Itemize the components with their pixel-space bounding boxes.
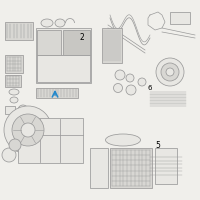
Circle shape xyxy=(138,78,146,86)
Bar xyxy=(37,30,61,55)
Bar xyxy=(110,148,152,188)
Ellipse shape xyxy=(41,19,53,27)
Circle shape xyxy=(166,68,174,76)
Bar xyxy=(5,75,21,87)
Circle shape xyxy=(126,74,134,82)
Circle shape xyxy=(156,58,184,86)
Circle shape xyxy=(2,148,16,162)
Bar xyxy=(155,148,177,184)
Ellipse shape xyxy=(106,134,140,146)
Text: 5: 5 xyxy=(156,140,160,150)
Circle shape xyxy=(4,106,52,154)
Circle shape xyxy=(161,63,179,81)
Text: 6: 6 xyxy=(148,85,152,91)
Bar xyxy=(36,28,91,83)
Ellipse shape xyxy=(9,89,19,95)
Text: 2: 2 xyxy=(80,33,84,43)
Bar xyxy=(36,88,78,98)
Bar xyxy=(18,118,83,163)
Bar xyxy=(170,12,190,24)
Bar xyxy=(5,106,15,114)
Circle shape xyxy=(12,114,44,146)
Bar xyxy=(5,22,33,40)
Circle shape xyxy=(115,70,125,80)
Bar xyxy=(90,148,108,188)
Ellipse shape xyxy=(55,19,65,27)
Bar xyxy=(102,28,122,63)
Circle shape xyxy=(21,123,35,137)
Bar xyxy=(63,30,90,55)
Bar xyxy=(37,55,90,82)
Circle shape xyxy=(9,139,21,151)
Bar xyxy=(5,55,23,73)
Ellipse shape xyxy=(10,97,18,103)
Circle shape xyxy=(18,105,28,115)
Circle shape xyxy=(114,84,122,92)
Circle shape xyxy=(126,85,136,95)
